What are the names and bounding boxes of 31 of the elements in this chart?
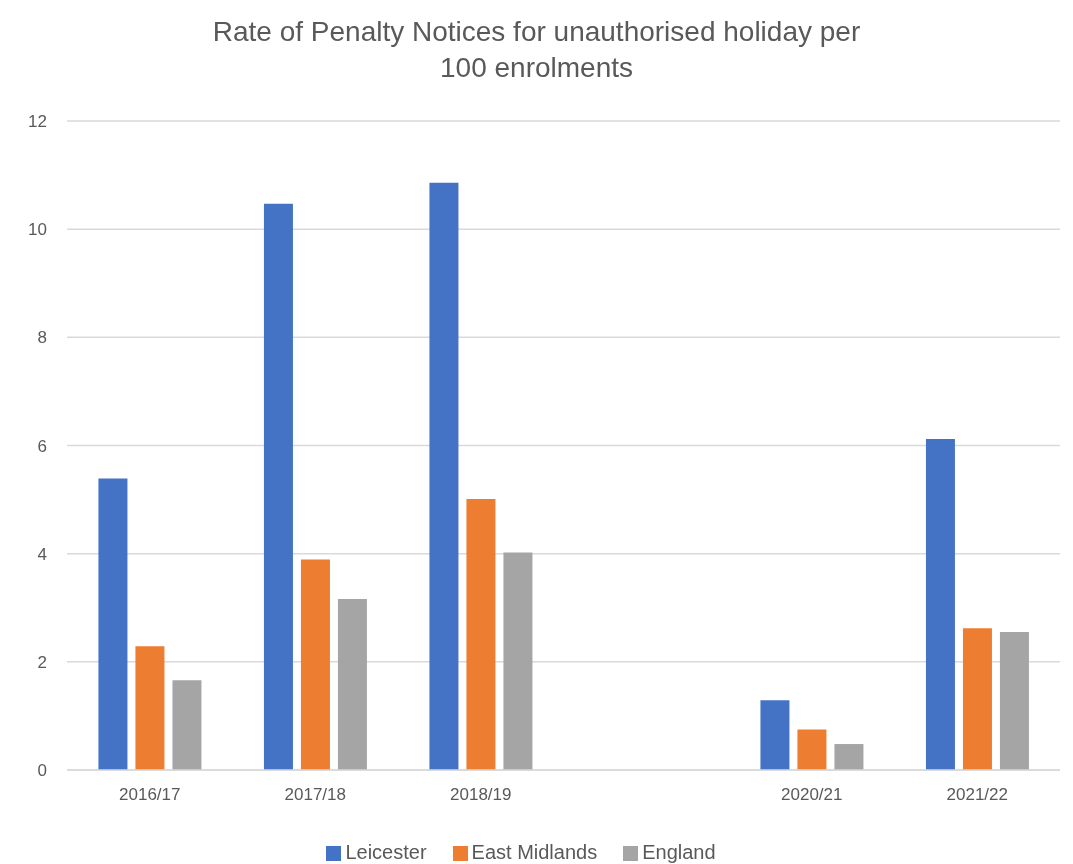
y-tick-label: 10 [28, 220, 47, 240]
y-tick-label: 6 [37, 436, 47, 456]
bar [925, 439, 955, 770]
bar [797, 729, 827, 770]
bar [760, 700, 790, 770]
y-tick-label: 4 [37, 544, 47, 564]
x-tick-label: 2016/17 [119, 785, 181, 805]
bar [263, 203, 293, 770]
y-tick-label: 8 [37, 328, 47, 348]
x-tick-label: 2017/18 [284, 785, 346, 805]
x-tick-label: 2018/19 [450, 785, 512, 805]
bar [98, 478, 128, 770]
bar [135, 646, 165, 770]
legend-label: England [642, 841, 716, 863]
y-tick-label: 0 [37, 761, 47, 781]
bar [999, 632, 1029, 770]
bar [503, 552, 533, 770]
y-tick-label: 12 [28, 112, 47, 132]
bar [337, 599, 367, 770]
x-tick-label: 2021/22 [946, 785, 1008, 805]
bar [172, 680, 202, 770]
y-tick-label: 2 [37, 652, 47, 672]
bar [962, 628, 992, 770]
bar [834, 744, 864, 770]
chart-title: Rate of Penalty Notices for unauthorised holiday per 100 enrolments [211, 15, 862, 85]
bar [300, 559, 330, 770]
bar [429, 182, 459, 770]
bar [466, 499, 496, 770]
x-tick-label: 2020/21 [781, 785, 843, 805]
legend-label: Leicester [345, 841, 427, 863]
legend-label: East Midlands [471, 841, 598, 863]
